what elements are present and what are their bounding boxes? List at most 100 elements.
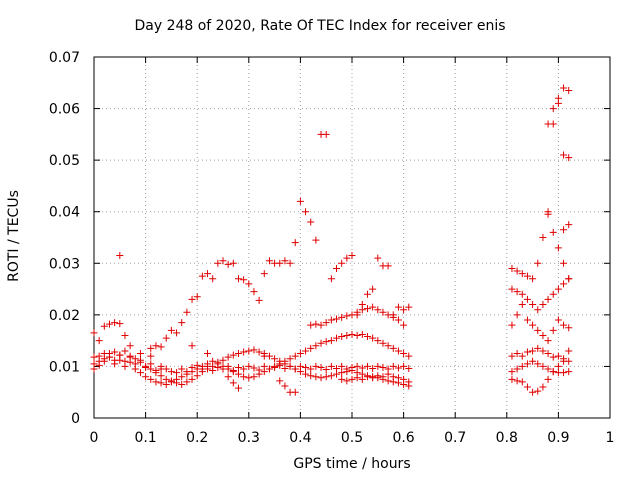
data-point	[142, 373, 150, 381]
data-point	[178, 373, 186, 381]
data-point	[260, 368, 268, 376]
y-tick-label: 0.03	[49, 256, 80, 272]
data-point	[198, 362, 206, 370]
x-tick-label: 0	[90, 430, 99, 446]
data-point	[389, 373, 397, 381]
data-point	[327, 362, 335, 370]
y-tick-label: 0.06	[49, 102, 80, 118]
data-point	[105, 353, 113, 361]
data-point	[518, 301, 526, 309]
data-point	[554, 244, 562, 252]
data-point	[539, 301, 547, 309]
data-point	[193, 365, 201, 373]
data-point	[286, 355, 294, 363]
data-point	[384, 370, 392, 378]
data-point	[276, 377, 284, 385]
data-point	[384, 342, 392, 350]
x-tick-label: 0.8	[496, 430, 518, 446]
data-point	[90, 353, 98, 361]
data-point	[549, 368, 557, 376]
data-point	[379, 373, 387, 381]
data-point	[312, 373, 320, 381]
data-point	[544, 375, 552, 383]
data-point	[529, 388, 537, 396]
data-point	[554, 99, 562, 107]
data-point	[379, 339, 387, 347]
data-point	[250, 288, 258, 296]
data-point	[353, 374, 361, 382]
data-point	[90, 365, 98, 373]
data-point	[178, 319, 186, 327]
data-point	[565, 368, 573, 376]
x-tick-label: 0.2	[186, 430, 208, 446]
data-point	[219, 362, 227, 370]
data-point	[234, 370, 242, 378]
data-point	[400, 350, 408, 358]
data-point	[508, 368, 516, 376]
data-point	[157, 379, 165, 387]
data-point	[508, 321, 516, 329]
data-point	[565, 347, 573, 355]
data-point	[534, 306, 542, 314]
y-tick-label: 0.04	[49, 205, 80, 221]
data-point	[513, 377, 521, 385]
data-point	[369, 285, 377, 293]
y-tick-label: 0.07	[49, 50, 80, 66]
data-point	[245, 347, 253, 355]
data-point	[121, 347, 129, 355]
data-point	[539, 234, 547, 241]
data-point	[157, 372, 165, 380]
data-point	[260, 352, 268, 360]
data-point	[374, 372, 382, 380]
x-tick-label: 0.9	[547, 430, 569, 446]
x-tick-label: 1	[606, 430, 615, 446]
data-point	[250, 364, 258, 372]
data-point	[291, 388, 299, 396]
x-tick-label: 0.4	[289, 430, 311, 446]
data-point	[529, 275, 537, 283]
data-point	[513, 267, 521, 275]
data-point	[327, 337, 335, 345]
data-point	[302, 363, 310, 371]
data-point	[508, 352, 516, 360]
data-point	[343, 377, 351, 385]
data-point	[178, 365, 186, 373]
data-point	[286, 259, 294, 267]
data-point	[565, 275, 573, 283]
data-point	[327, 275, 335, 283]
data-point	[255, 348, 263, 356]
data-point	[167, 326, 175, 334]
data-point	[188, 368, 196, 376]
data-point	[523, 316, 531, 324]
data-point	[513, 311, 521, 319]
data-point	[549, 228, 557, 236]
data-point	[363, 305, 371, 313]
data-point	[173, 375, 181, 383]
data-point	[523, 272, 531, 280]
data-point	[111, 360, 119, 368]
data-point	[291, 365, 299, 373]
data-point	[188, 375, 196, 383]
data-point	[544, 337, 552, 345]
data-point	[219, 257, 227, 265]
data-point	[281, 357, 289, 365]
data-point	[307, 218, 315, 226]
data-point	[322, 338, 330, 346]
data-point	[534, 360, 542, 368]
data-point	[338, 313, 346, 321]
data-point	[291, 239, 299, 247]
data-point	[276, 360, 284, 368]
data-point	[281, 382, 289, 390]
data-point	[400, 362, 408, 370]
data-point	[121, 331, 129, 339]
data-point	[126, 352, 134, 360]
data-point	[224, 260, 232, 268]
data-point	[245, 374, 253, 382]
data-point	[338, 375, 346, 383]
data-point	[234, 350, 242, 358]
x-tick-label: 0.3	[238, 430, 260, 446]
data-point	[565, 154, 573, 162]
data-point	[296, 350, 304, 358]
data-point	[529, 347, 537, 355]
data-point	[523, 295, 531, 303]
